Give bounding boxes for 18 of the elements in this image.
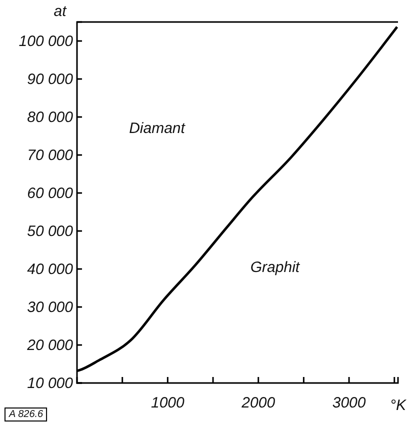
y-tick-label: 100 000 <box>18 32 74 50</box>
y-tick-label: 30 000 <box>27 298 74 316</box>
annotation: Graphit <box>250 259 300 276</box>
y-tick-label: 70 000 <box>27 146 74 164</box>
x-tick-label: 3000 <box>332 394 366 412</box>
y-tick-label: 90 000 <box>27 70 74 88</box>
y-tick-label: 40 000 <box>27 260 74 278</box>
y-axis-title: at <box>54 3 68 20</box>
y-tick-label: 10 000 <box>27 374 74 392</box>
annotation: Diamant <box>129 120 186 137</box>
y-tick-label: 20 000 <box>26 336 74 354</box>
x-tick-label: 2000 <box>240 394 276 412</box>
text: A 826.6 <box>8 409 44 420</box>
x-tick-label: 1000 <box>150 394 186 412</box>
x-axis-title: °K <box>390 397 407 414</box>
y-tick-label: 50 000 <box>27 222 74 240</box>
y-tick-label: 60 000 <box>27 184 74 202</box>
y-tick-label: 80 000 <box>27 108 74 126</box>
